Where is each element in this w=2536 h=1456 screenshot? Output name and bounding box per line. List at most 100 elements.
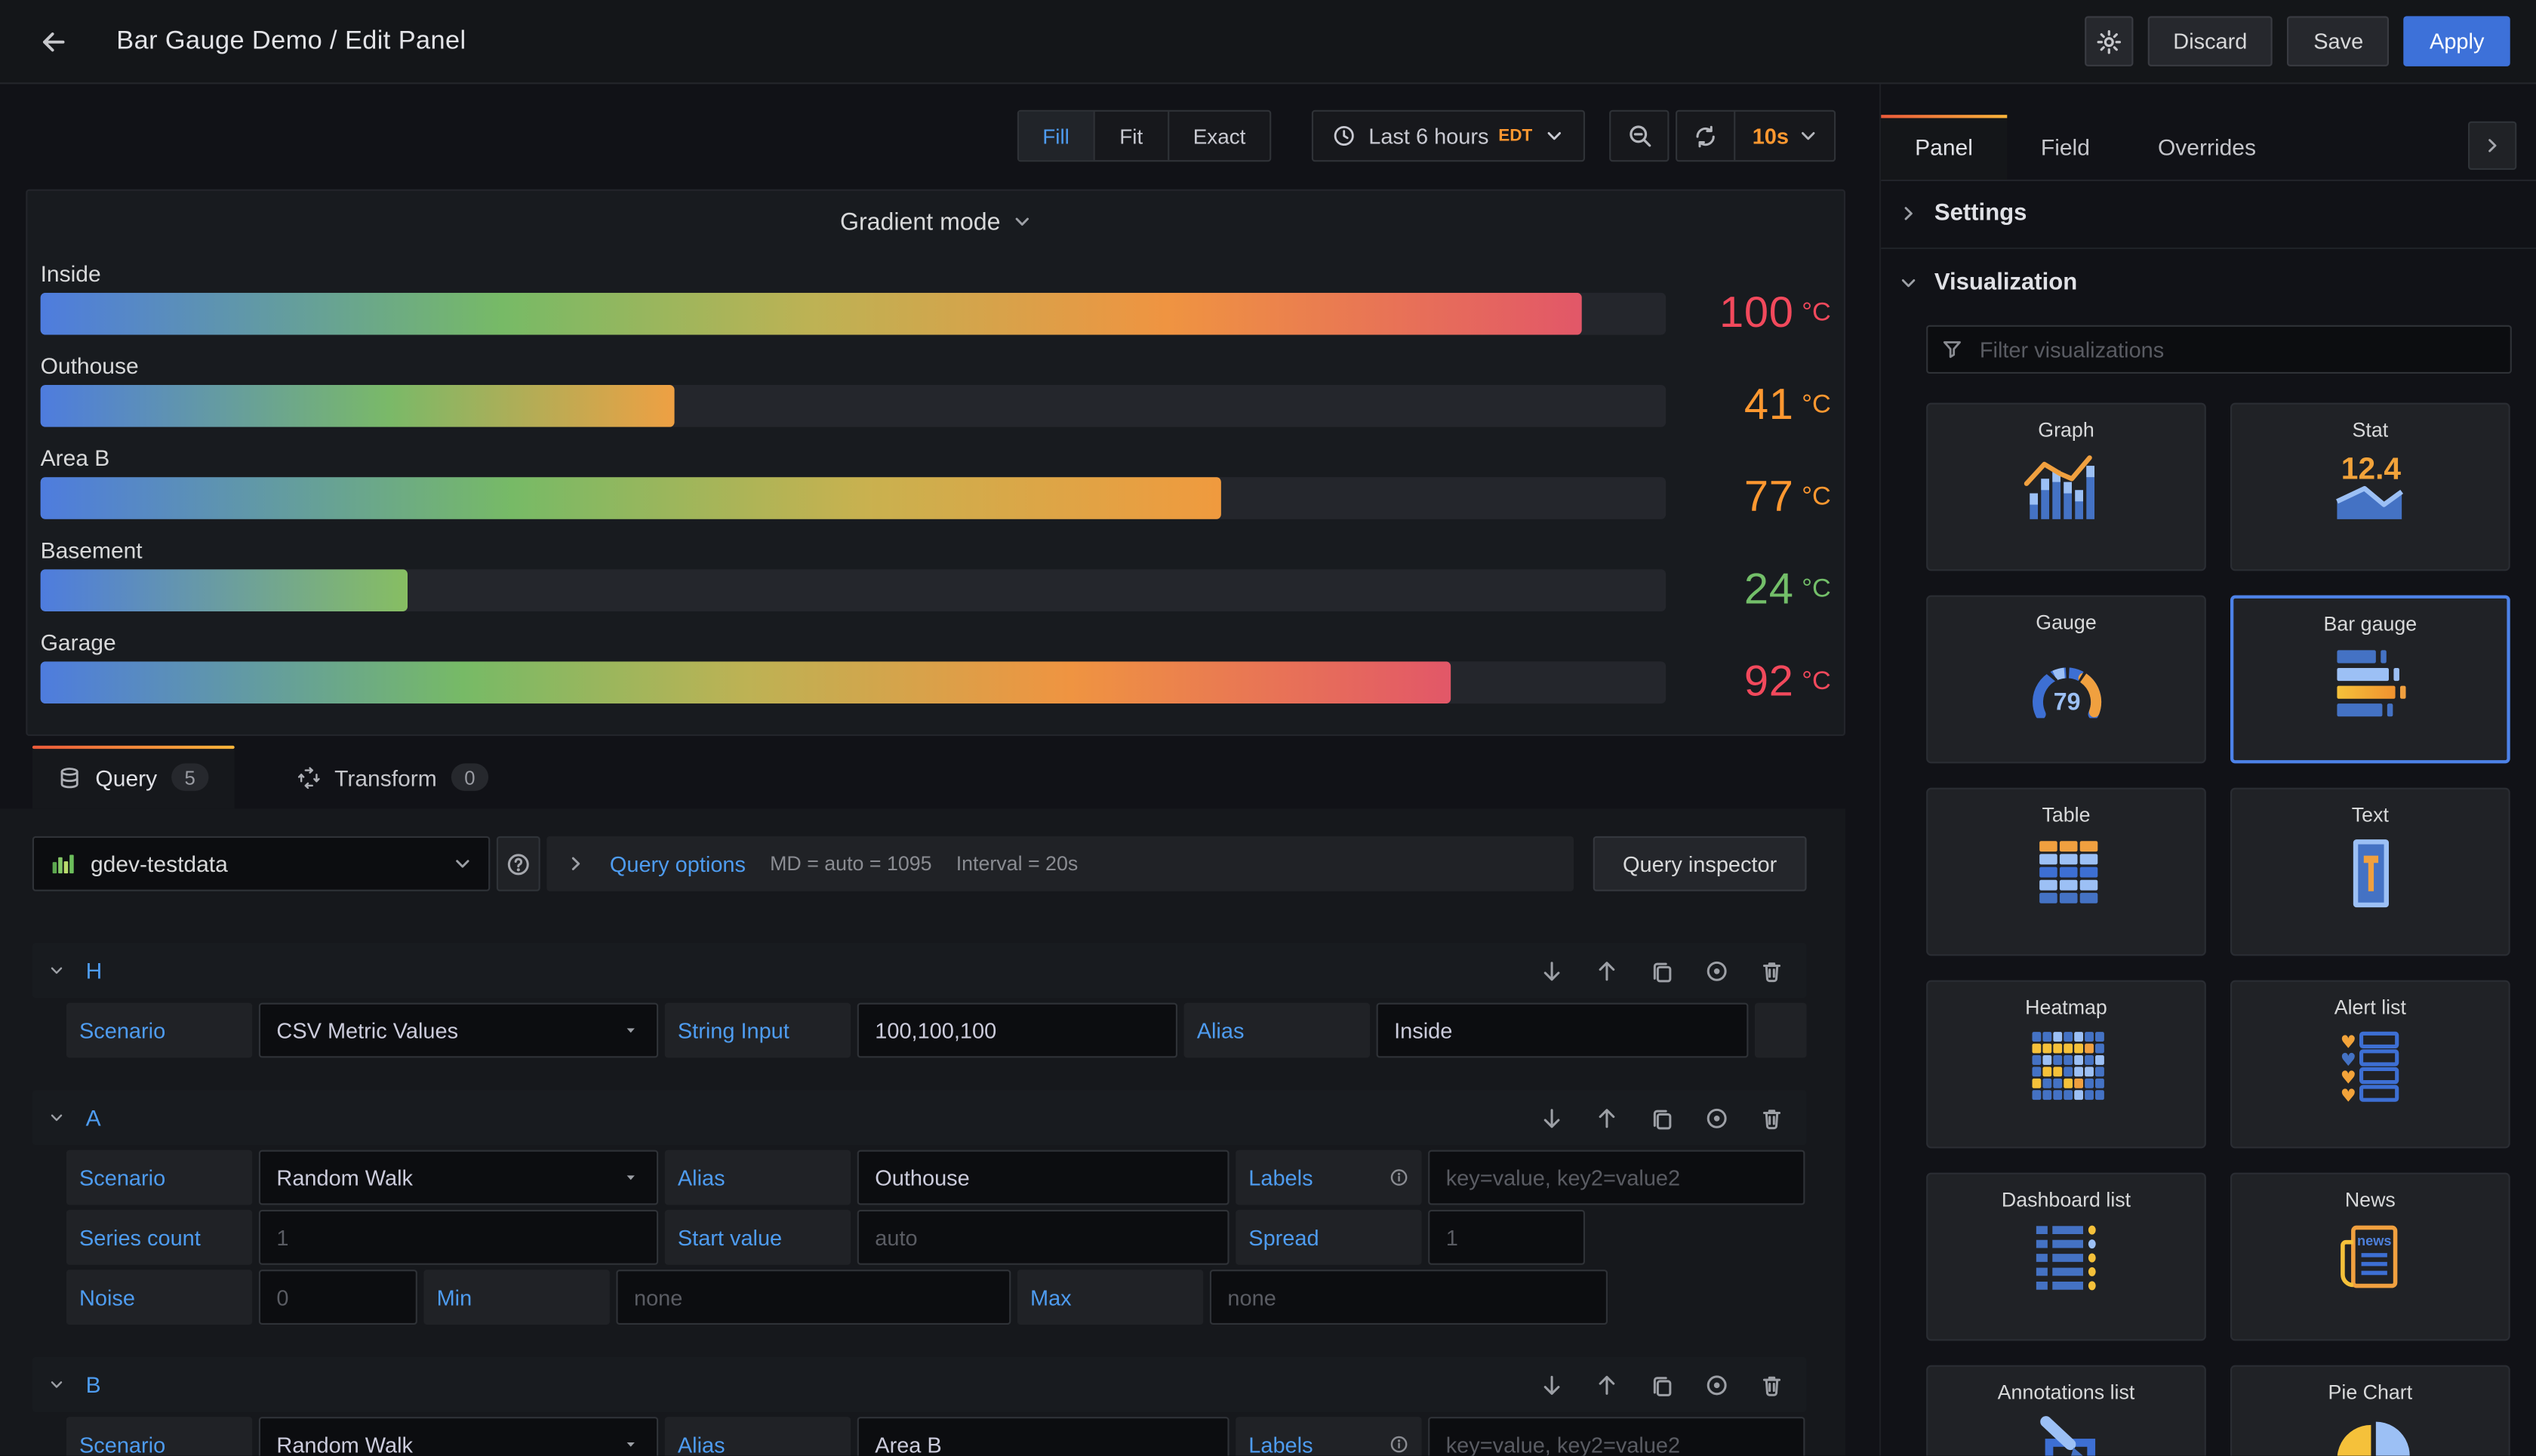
field-label-scenario: Scenario — [66, 1417, 253, 1456]
viz-card-title: Alert list — [2334, 996, 2406, 1019]
trash-icon[interactable] — [1759, 959, 1784, 983]
field-label-spread: Spread — [1236, 1209, 1422, 1265]
bar-value: 92 °C — [1669, 654, 1831, 709]
viz-card-bar-gauge[interactable]: Bar gauge — [2230, 595, 2510, 764]
arrow-down-icon[interactable] — [1540, 959, 1564, 983]
field-input-alias[interactable]: Outhouse — [857, 1150, 1230, 1205]
field-select-scenario[interactable]: Random Walk — [258, 1150, 659, 1205]
chevron-down-icon — [1545, 126, 1565, 146]
sidebar-tab-overrides[interactable]: Overrides — [2157, 134, 2256, 161]
bar-track — [40, 477, 1667, 519]
viz-card-stat[interactable]: Stat 12.4 — [2230, 402, 2510, 571]
viz-card-graph[interactable]: Graph — [1926, 402, 2206, 571]
field-input-labels[interactable]: key=value, key2=value2 — [1428, 1417, 1805, 1456]
svg-text:news: news — [2356, 1233, 2391, 1248]
tab-query[interactable]: Query 5 — [32, 745, 235, 809]
apply-button[interactable]: Apply — [2403, 16, 2510, 66]
refresh-interval-dropdown[interactable]: 10s — [1734, 111, 1834, 161]
panel-header[interactable]: Gradient mode — [27, 201, 1843, 243]
eye-icon[interactable] — [1705, 1372, 1729, 1396]
bar-value: 41 °C — [1669, 377, 1831, 432]
gauge-icon: 79 — [2013, 644, 2119, 719]
field-select-scenario[interactable]: Random Walk — [258, 1417, 659, 1456]
bar-fill — [40, 384, 675, 427]
field-input-max[interactable]: none — [1209, 1270, 1608, 1325]
viz-card-heatmap[interactable]: Heatmap — [1926, 980, 2206, 1149]
chevron-down-icon[interactable] — [48, 1377, 64, 1393]
field-select-scenario[interactable]: CSV Metric Values — [258, 1002, 659, 1058]
viz-card-gauge[interactable]: Gauge 79 — [1926, 595, 2206, 764]
refresh-button[interactable] — [1678, 112, 1734, 160]
alert-list-icon: ♥ ♥ ♥ ♥ — [2317, 1029, 2424, 1103]
field-input-start-value[interactable]: auto — [857, 1209, 1230, 1265]
panel-settings-button[interactable] — [2084, 16, 2133, 66]
arrow-down-icon[interactable] — [1540, 1372, 1564, 1396]
viz-card-pie-chart[interactable]: Pie Chart — [2230, 1365, 2510, 1456]
query-options-toggle[interactable]: Query options MD = auto = 1095 Interval … — [546, 836, 1574, 891]
arrow-up-icon[interactable] — [1595, 1372, 1619, 1396]
question-circle-icon — [506, 851, 531, 876]
eye-icon[interactable] — [1705, 1106, 1729, 1130]
query-actions — [1540, 959, 1790, 983]
bar-gauge-row: Basement 24 °C — [40, 537, 1831, 612]
timezone-label: EDT — [1498, 126, 1533, 146]
mode-fill[interactable]: Fill — [1018, 111, 1094, 161]
copy-icon[interactable] — [1650, 1106, 1674, 1130]
sidebar-tab-panel[interactable]: Panel — [1881, 115, 2007, 180]
stat-icon: 12.4 — [2317, 451, 2424, 526]
bar-fill — [40, 569, 408, 611]
copy-icon[interactable] — [1650, 959, 1674, 983]
arrow-up-icon[interactable] — [1595, 959, 1619, 983]
field-input-noise[interactable]: 0 — [258, 1270, 417, 1325]
trash-icon[interactable] — [1759, 1372, 1784, 1396]
datasource-picker[interactable]: gdev-testdata — [32, 836, 491, 891]
back-button[interactable] — [26, 14, 81, 69]
sidebar-tab-field[interactable]: Field — [2040, 134, 2090, 161]
viz-card-text[interactable]: Text — [2230, 787, 2510, 956]
chevron-down-icon[interactable] — [48, 962, 64, 978]
arrow-down-icon[interactable] — [1540, 1106, 1564, 1130]
bar-value-number: 24 — [1744, 563, 1794, 613]
field-input-labels[interactable]: key=value, key2=value2 — [1428, 1150, 1805, 1205]
copy-icon[interactable] — [1650, 1372, 1674, 1396]
viz-card-alert-list[interactable]: Alert list ♥ ♥ ♥ ♥ — [2230, 980, 2510, 1149]
collapse-sidebar-button[interactable] — [2468, 121, 2517, 170]
section-settings[interactable]: Settings — [1881, 180, 2536, 249]
query-inspector-button[interactable]: Query inspector — [1593, 836, 1807, 891]
field-input-min[interactable]: none — [616, 1270, 1011, 1325]
field-input-spread[interactable]: 1 — [1428, 1209, 1585, 1265]
field-input-series-count[interactable]: 1 — [258, 1209, 659, 1265]
mode-fit[interactable]: Fit — [1094, 111, 1167, 161]
query-section-A: A Scenario Random Walk Alias Outhouse Labels k… — [32, 1090, 1807, 1325]
field-input-alias[interactable]: Inside — [1376, 1002, 1749, 1058]
svg-text:12.4: 12.4 — [2341, 451, 2401, 485]
datasource-help-button[interactable] — [496, 836, 540, 891]
viz-card-news[interactable]: News news — [2230, 1172, 2510, 1341]
arrow-up-icon[interactable] — [1595, 1106, 1619, 1130]
filter-visualizations-input[interactable] — [1976, 335, 2498, 364]
section-visualization[interactable]: Visualization — [1881, 249, 2536, 317]
trash-icon[interactable] — [1759, 1106, 1784, 1130]
time-range-picker[interactable]: Last 6 hours EDT — [1312, 109, 1587, 162]
zoom-out-button[interactable] — [1610, 109, 1670, 162]
eye-icon[interactable] — [1705, 959, 1729, 983]
panel-title: Gradient mode — [839, 208, 1001, 235]
chevron-down-icon[interactable] — [48, 1110, 64, 1125]
viz-card-table[interactable]: Table — [1926, 787, 2206, 956]
bar-value: 24 °C — [1669, 562, 1831, 617]
bar-label: Garage — [40, 629, 116, 655]
mode-exact[interactable]: Exact — [1167, 111, 1270, 161]
bar-value-unit: °C — [1802, 574, 1831, 603]
gear-icon — [2095, 29, 2121, 54]
viz-card-title: Table — [2042, 804, 2091, 827]
viz-card-annotations-list[interactable]: Annotations list — [1926, 1365, 2206, 1456]
field-input-alias[interactable]: Area B — [857, 1417, 1230, 1456]
field-input-string-input[interactable]: 100,100,100 — [857, 1002, 1177, 1058]
tab-transform[interactable]: Transform 0 — [272, 746, 514, 809]
editor-tabs: Query 5 Transform 0 — [32, 745, 514, 809]
viz-card-dashboard-list[interactable]: Dashboard list — [1926, 1172, 2206, 1341]
bar-track — [40, 569, 1667, 611]
discard-button[interactable]: Discard — [2147, 16, 2273, 66]
query-ref-id: B — [85, 1371, 101, 1398]
save-button[interactable]: Save — [2287, 16, 2390, 66]
